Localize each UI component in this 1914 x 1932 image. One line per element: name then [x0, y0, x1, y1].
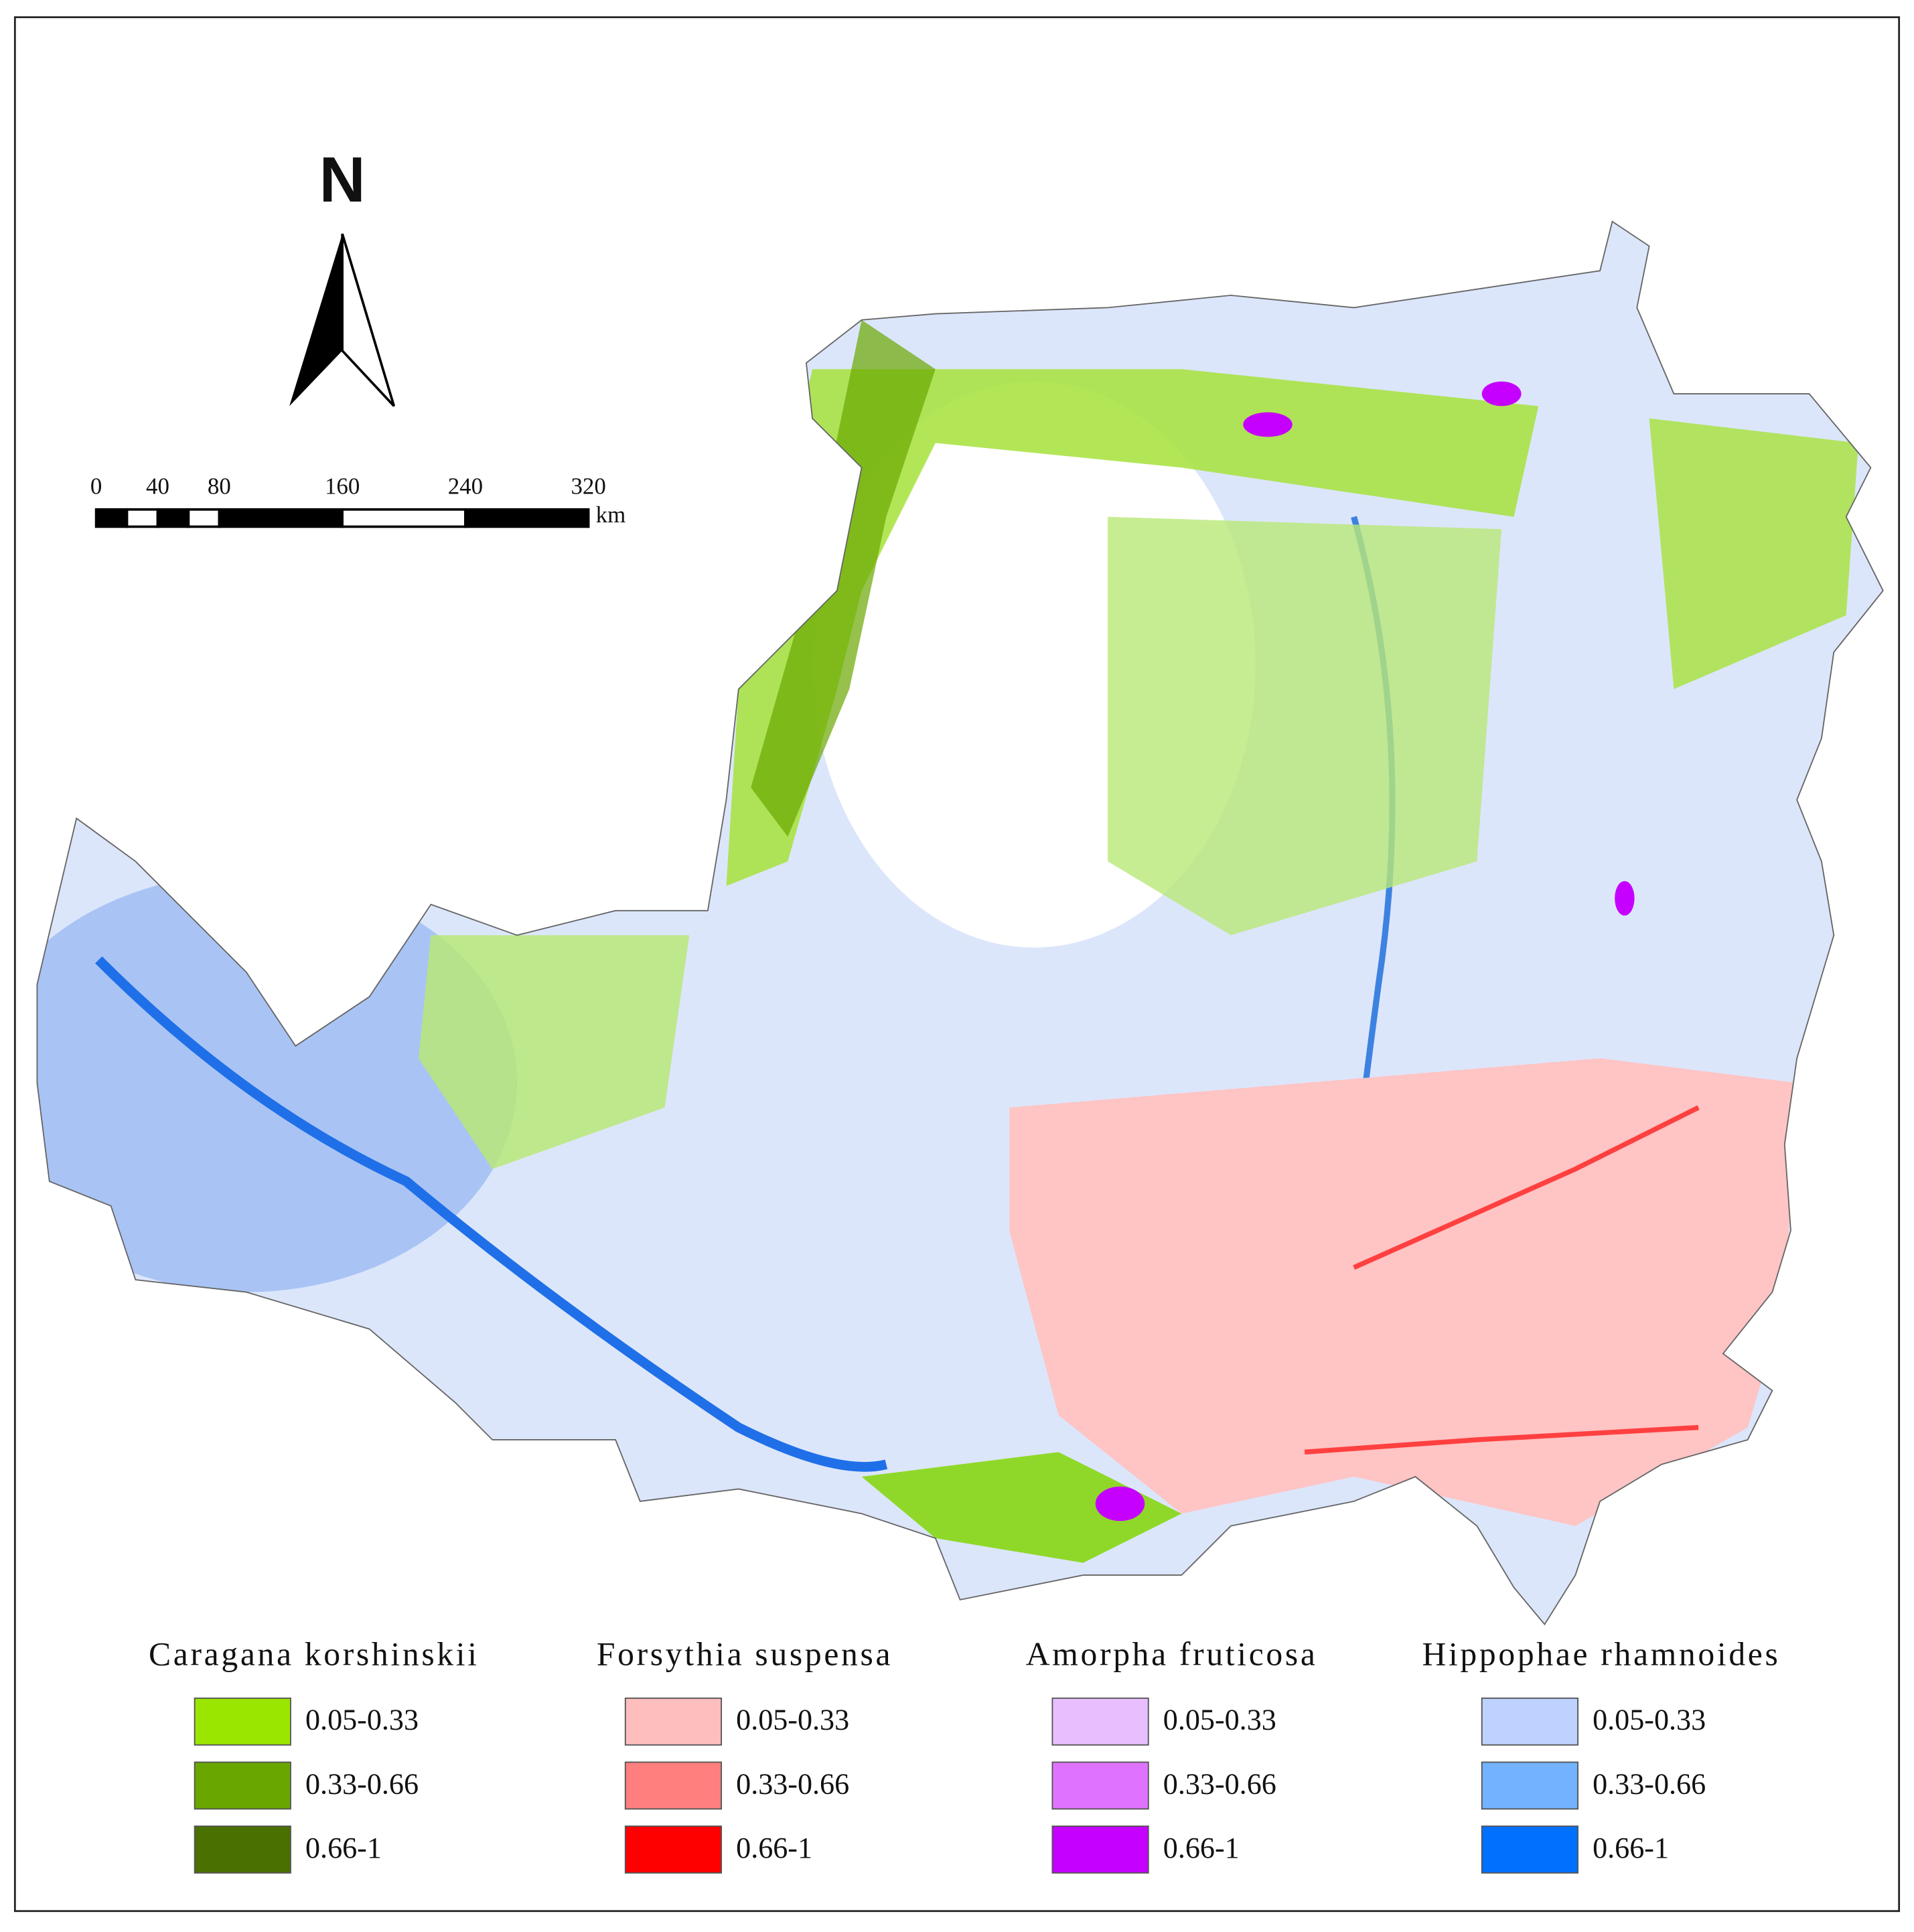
legend-swatch [194, 1697, 291, 1746]
legend-swatch [624, 1697, 723, 1746]
map-zone [1649, 418, 1859, 690]
scale-label: 320 [571, 473, 605, 500]
legend-title: Caragana korshinskii [149, 1636, 480, 1673]
scale-segment [187, 508, 221, 528]
legend-title: Amorpha fruticosa [1026, 1636, 1318, 1673]
legend-label: 0.33-0.66 [1593, 1767, 1706, 1800]
map-zone [1095, 1486, 1145, 1521]
legend-label: 0.66-1 [305, 1832, 382, 1864]
scale-segment [218, 508, 344, 528]
map-zone [751, 319, 936, 837]
map-zone [861, 1452, 1182, 1563]
scale-label: 80 [208, 473, 231, 500]
legend-title: Hippophae rhamnoides [1422, 1636, 1780, 1673]
map-zone [1009, 1058, 1797, 1526]
legend-label: 0.66-1 [1163, 1832, 1240, 1864]
legend-label: 0.05-0.33 [1163, 1704, 1276, 1736]
map-zone [1108, 516, 1502, 936]
legend-label: 0.33-0.66 [736, 1767, 849, 1800]
legend-swatch [624, 1761, 723, 1810]
legend-swatch [1481, 1697, 1578, 1746]
legend-swatch [1481, 1761, 1578, 1810]
legend-swatch [1481, 1826, 1578, 1874]
road [1304, 1105, 1700, 1455]
scale-segment [94, 508, 129, 528]
scale-segment [156, 508, 190, 528]
legend-label: 0.66-1 [736, 1832, 812, 1864]
north-arrow [341, 233, 396, 407]
legend-swatch [1051, 1826, 1149, 1874]
north-label: N [319, 145, 366, 216]
legend-swatch [1051, 1761, 1149, 1810]
legend: Caragana korshinskii 0.05-0.33 0.33-0.66 0.… [149, 1636, 1780, 1874]
scale-segment [464, 508, 590, 528]
scale-label: 160 [325, 473, 360, 500]
scale-label: 0 [90, 473, 102, 500]
map-zone [1243, 412, 1293, 437]
scale-segment [341, 508, 467, 528]
map-zone [1615, 881, 1635, 916]
legend-label: 0.33-0.66 [1163, 1767, 1276, 1800]
legend-title: Forsythia suspensa [597, 1636, 893, 1673]
scale-label: 240 [448, 473, 483, 500]
legend-label: 0.66-1 [1593, 1832, 1669, 1864]
scale-unit: km [596, 502, 626, 528]
legend-swatch [194, 1761, 291, 1810]
legend-label: 0.05-0.33 [305, 1704, 419, 1736]
river [95, 956, 888, 1472]
map-zone [1481, 381, 1522, 406]
legend-label: 0.05-0.33 [1593, 1704, 1706, 1736]
legend-label: 0.05-0.33 [736, 1704, 849, 1736]
legend-swatch [194, 1826, 291, 1874]
legend-swatch [1051, 1697, 1149, 1746]
map-zone [419, 935, 690, 1169]
scale-segment [125, 508, 159, 528]
scale-label: 40 [146, 473, 169, 500]
legend-swatch [624, 1826, 723, 1874]
legend-label: 0.33-0.66 [305, 1767, 419, 1800]
